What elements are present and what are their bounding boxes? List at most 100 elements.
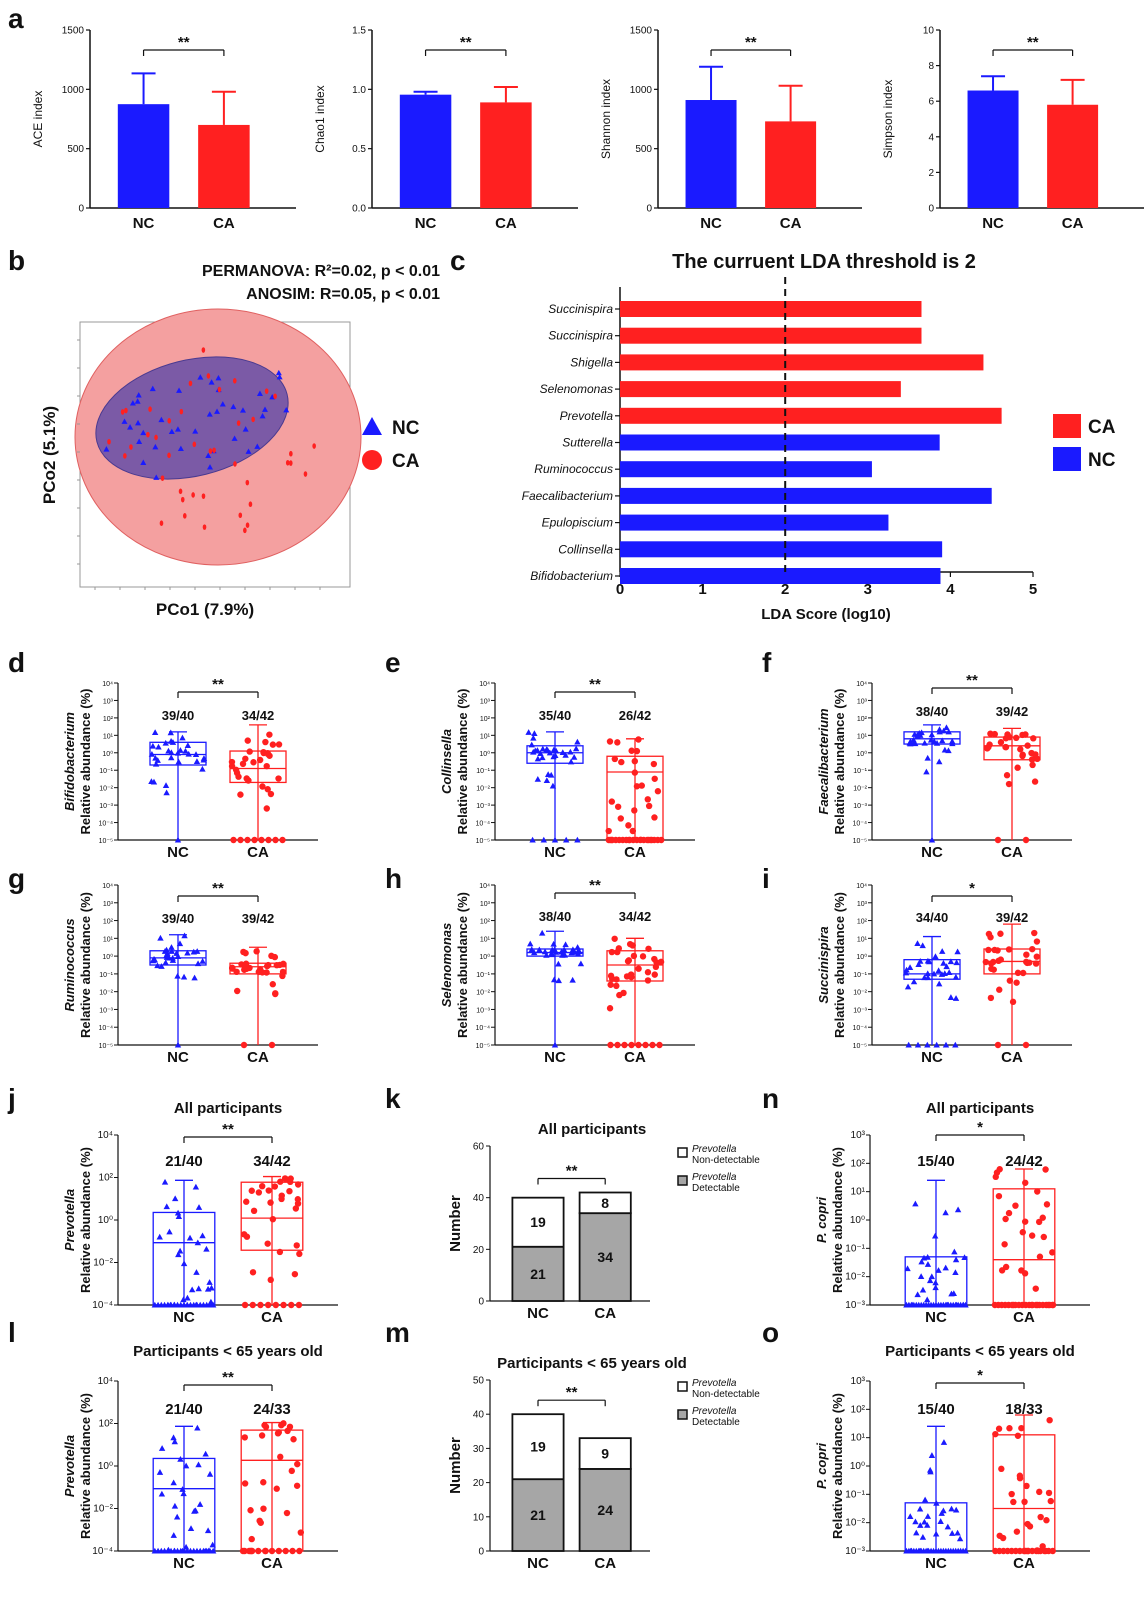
significance-label: **: [212, 880, 224, 897]
point: [192, 441, 197, 448]
point: [642, 1041, 649, 1049]
y-axis-label: Relative abundance (%): [78, 892, 93, 1038]
y-tick-label: 10⁻¹: [853, 768, 867, 775]
point: [184, 1294, 191, 1301]
point: [997, 956, 1004, 963]
point: [570, 753, 578, 760]
point: [191, 1507, 198, 1514]
point: [936, 728, 943, 735]
point: [1006, 1425, 1013, 1432]
point: [195, 1285, 202, 1292]
point: [921, 1518, 928, 1525]
point: [919, 1286, 927, 1293]
point: [998, 1465, 1005, 1473]
point: [1013, 979, 1020, 986]
y-tick-label: 10¹: [480, 733, 491, 740]
y-tick-label: 10⁻¹: [845, 1489, 865, 1500]
point: [559, 749, 566, 756]
point: [288, 1467, 295, 1475]
point: [1043, 1201, 1051, 1208]
x-tick-label: CA: [1013, 1309, 1035, 1326]
y-tick-label: 10¹: [851, 1187, 866, 1198]
point: [140, 429, 147, 436]
box-nc: [526, 745, 584, 764]
point: [175, 1251, 182, 1258]
significance-label: **: [178, 34, 190, 51]
y-tick-label: 10⁻⁵: [99, 1043, 113, 1050]
point: [192, 751, 200, 757]
non-detectable-count: 19: [530, 1214, 546, 1230]
y-tick-label: 10⁴: [479, 883, 490, 890]
x-tick-label: 3: [864, 581, 872, 598]
point: [917, 1522, 924, 1528]
y-tick-label: 10³: [851, 1376, 866, 1387]
point: [1031, 778, 1039, 785]
significance-label: **: [460, 34, 472, 51]
point: [175, 758, 182, 765]
point: [209, 1301, 217, 1308]
point: [177, 1456, 184, 1462]
legend-ca-swatch: [1053, 414, 1081, 438]
point: [616, 991, 623, 999]
point: [272, 1301, 280, 1309]
y-tick-label: 20: [473, 1245, 485, 1256]
point: [1029, 945, 1036, 953]
point: [251, 836, 258, 844]
box-nc: [149, 741, 207, 766]
point: [538, 929, 546, 936]
y-tick-label: 10²: [103, 716, 114, 723]
x-tick-label: CA: [1062, 215, 1084, 232]
point: [956, 1535, 964, 1542]
point: [273, 393, 277, 400]
point: [214, 408, 221, 414]
y-tick-label: 10¹: [857, 733, 868, 740]
point: [255, 1189, 263, 1196]
boxplot-f: 10⁴ 10³ 10² 10¹ 10⁰ 10⁻¹ 10⁻² 10⁻³ 10⁻⁴ 10⁻⁵ NC 38/…: [816, 672, 1072, 861]
point: [294, 1196, 302, 1203]
point: [256, 390, 263, 396]
y-tick-label: 10⁻³: [845, 1546, 865, 1557]
point: [149, 385, 156, 392]
point: [935, 967, 942, 974]
point: [1030, 735, 1037, 742]
point: [207, 464, 214, 470]
detection-fraction: 34/42: [253, 1153, 291, 1170]
y-tick-label: 10³: [480, 698, 491, 705]
legend-non-detectable-swatch: [677, 1381, 688, 1392]
y-tick-label: 10⁻²: [99, 786, 113, 793]
y-tick-label: 10⁻⁴: [99, 821, 114, 828]
point: [194, 1239, 202, 1246]
point: [544, 746, 551, 753]
point: [916, 1505, 924, 1512]
point: [168, 749, 175, 756]
point: [271, 1183, 279, 1190]
point: [607, 1041, 614, 1049]
point: [1012, 1202, 1019, 1209]
point: [103, 446, 110, 452]
detection-fraction: 35/40: [539, 708, 572, 723]
point: [273, 1485, 280, 1492]
point: [255, 968, 262, 976]
point: [529, 836, 536, 843]
y-tick-label: 10⁻⁴: [92, 1300, 113, 1311]
y-axis-label: Number: [447, 1195, 464, 1252]
point: [906, 964, 914, 971]
point: [146, 431, 150, 438]
point: [1013, 1528, 1021, 1535]
point: [267, 1276, 274, 1284]
point: [555, 960, 562, 967]
point: [263, 762, 270, 770]
point: [1039, 1214, 1046, 1221]
point: [558, 948, 565, 955]
point: [933, 1500, 940, 1506]
point: [1019, 731, 1026, 739]
y-tick-label: 50: [473, 1376, 485, 1387]
point: [231, 435, 238, 441]
point: [157, 934, 164, 941]
point: [293, 1482, 301, 1489]
boxplot-l: 10⁴ 10² 10⁰ 10⁻² 10⁻⁴ NC 21/40 CA 24/33 ** Partici…: [62, 1343, 338, 1572]
point: [992, 1173, 999, 1181]
point: [242, 426, 249, 432]
point: [629, 942, 636, 949]
point: [552, 752, 559, 758]
